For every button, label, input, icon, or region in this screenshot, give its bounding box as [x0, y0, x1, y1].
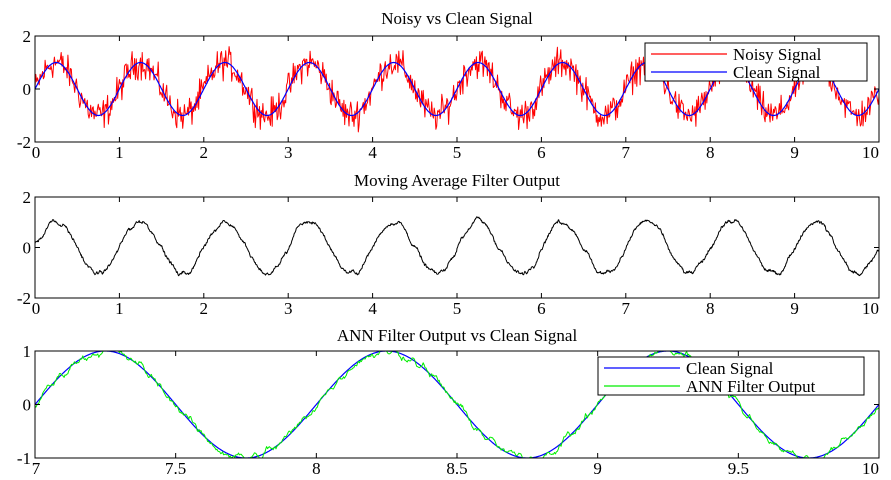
x-tick-label: 8 [706, 143, 715, 162]
x-tick-label: 3 [284, 299, 293, 318]
x-tick-label: 10 [862, 459, 879, 478]
y-tick-label: 0 [23, 396, 32, 415]
y-tick-label: -2 [17, 289, 31, 308]
x-tick-label: 9 [593, 459, 602, 478]
y-tick-label: -2 [17, 133, 31, 152]
y-tick-label: 0 [23, 239, 32, 258]
x-tick-label: 8 [706, 299, 715, 318]
x-tick-label: 5 [453, 143, 462, 162]
legend-label: ANN Filter Output [686, 377, 816, 396]
x-tick-label: 7 [622, 299, 631, 318]
x-tick-label: 1 [115, 143, 124, 162]
x-tick-label: 9 [790, 299, 799, 318]
x-tick-label: 8.5 [446, 459, 467, 478]
x-tick-label: 1 [115, 299, 124, 318]
y-tick-label: 2 [23, 27, 32, 46]
panel-title: Noisy vs Clean Signal [381, 9, 533, 28]
panel-2: Moving Average Filter Output 0 1 2 3 4 5 6 7 8 9 10… [17, 171, 880, 318]
plot-area [35, 351, 879, 458]
legend-label: Clean Signal [686, 359, 774, 378]
x-tick-label: 2 [200, 143, 209, 162]
x-tick-label: 10 [862, 143, 879, 162]
series-clean-signal [35, 351, 879, 458]
y-tick-label: -1 [17, 449, 31, 468]
x-tick-label: 6 [537, 299, 546, 318]
x-tick-label: 9.5 [728, 459, 749, 478]
legend-label: Noisy Signal [733, 45, 822, 64]
series-ann-filter-output [35, 351, 879, 458]
y-tick-label: 0 [23, 80, 32, 99]
legend-label: Clean Signal [733, 63, 821, 82]
y-tick-label: 2 [23, 188, 32, 207]
plot-area [35, 216, 879, 277]
x-tick-label: 4 [368, 299, 377, 318]
legend-box [644, 42, 868, 82]
x-tick-label: 10 [862, 299, 879, 318]
x-tick-label: 8 [312, 459, 321, 478]
x-tick-label: 6 [537, 143, 546, 162]
x-tick-label: 7 [32, 459, 41, 478]
panel-3: ANN Filter Output vs Clean Signal 7 7.5 8 8.… [17, 326, 880, 478]
x-tick-label: 4 [368, 143, 377, 162]
y-tick-label: 1 [23, 342, 32, 361]
x-tick-label: 0 [32, 299, 41, 318]
x-tick-label: 3 [284, 143, 293, 162]
series-moving-average [35, 216, 879, 277]
x-tick-label: 7.5 [165, 459, 186, 478]
legend-box [597, 356, 865, 396]
panel-title: ANN Filter Output vs Clean Signal [337, 326, 578, 345]
x-tick-label: 0 [32, 143, 41, 162]
x-tick-label: 5 [453, 299, 462, 318]
x-tick-label: 7 [622, 143, 631, 162]
panel-title: Moving Average Filter Output [354, 171, 560, 190]
x-tick-label: 2 [200, 299, 209, 318]
x-tick-label: 9 [790, 143, 799, 162]
